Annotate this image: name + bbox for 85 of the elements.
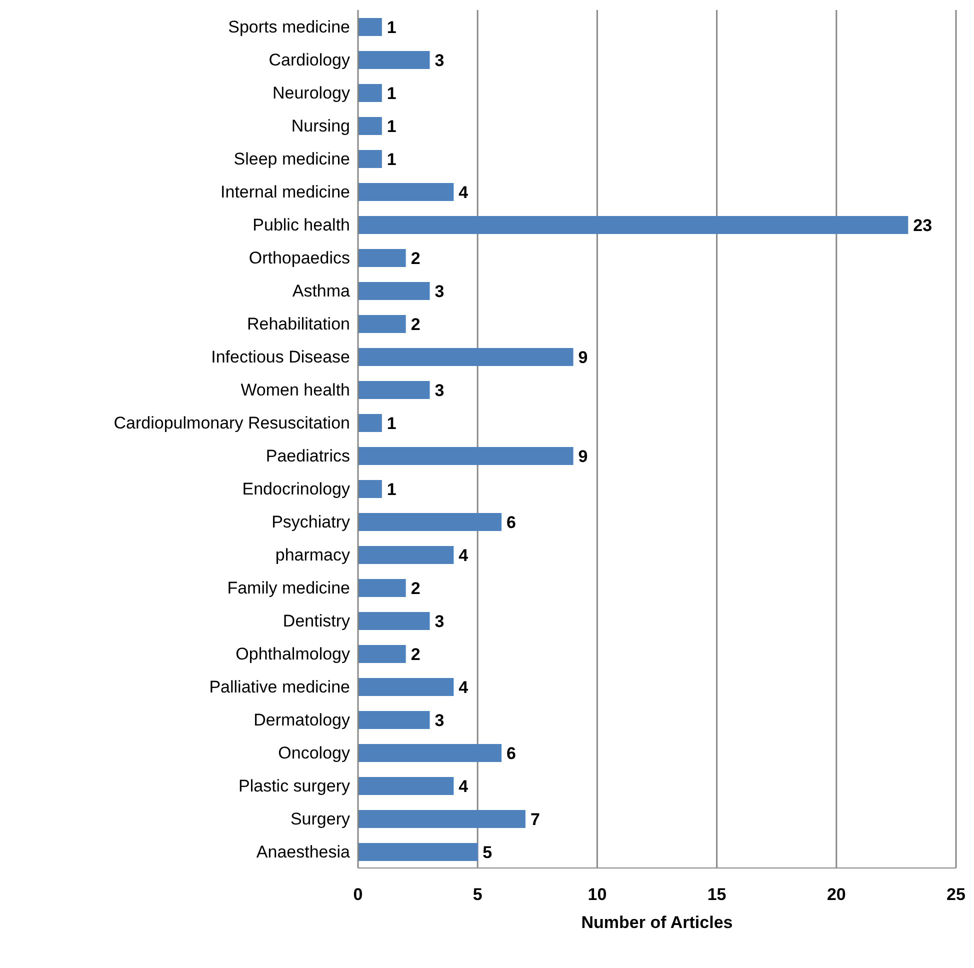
y-tick-label: Nursing [291,116,350,136]
y-tick-label: Plastic surgery [238,776,350,796]
data-label: 1 [386,18,396,38]
bar [358,645,406,663]
y-tick-label: Family medicine [227,578,350,598]
bar [358,513,502,531]
bar [358,348,574,366]
y-tick-label: Neurology [272,84,350,103]
bar [358,84,382,102]
bar [358,579,406,597]
bar [358,117,382,135]
data-label: 3 [434,612,444,632]
data-label: 1 [386,480,396,500]
data-label: 4 [458,678,469,698]
x-tick-label: 10 [588,885,607,904]
bar [358,810,526,828]
data-label: 3 [434,51,444,70]
x-tick-label: 25 [946,885,966,904]
y-tick-label: Ophthalmology [236,644,350,664]
data-label: 2 [410,315,420,334]
x-tick-label: 20 [826,885,846,904]
y-tick-label: Endocrinology [242,480,350,499]
data-label: 2 [410,645,420,664]
y-tick-label: Sleep medicine [234,150,350,169]
y-tick-label: Dermatology [254,710,350,730]
y-tick-label: Cardiopulmonary Resuscitation [114,414,350,433]
data-label: 3 [434,381,444,400]
data-label: 7 [530,810,540,830]
bar [358,150,382,168]
bar [358,678,454,696]
x-tick-label: 5 [472,885,482,904]
y-tick-label: Psychiatry [272,512,350,532]
bar [358,249,406,267]
y-tick-label: Cardiology [268,50,350,70]
y-tick-label: Anaesthesia [256,842,351,862]
data-label: 1 [386,414,396,434]
data-label: 5 [482,843,492,862]
y-tick-label: Public health [252,216,350,235]
bar [358,216,908,234]
bar [358,447,574,465]
bar [358,777,454,795]
data-label: 4 [458,777,469,796]
data-label: 6 [506,513,516,532]
data-label: 4 [458,546,469,566]
y-tick-label: pharmacy [275,546,350,565]
data-label: 23 [913,216,932,236]
bar [358,612,430,630]
y-tick-label: Orthopaedics [248,248,350,268]
bar [358,711,430,729]
x-axis-title: Number of Articles [581,913,733,932]
bar [358,18,382,36]
data-label: 4 [458,183,469,202]
bar [358,414,382,432]
data-label: 1 [386,150,396,170]
bar [358,381,430,399]
data-label: 2 [410,249,420,268]
y-tick-label: Palliative medicine [209,678,350,697]
x-tick-label: 0 [353,885,363,904]
bar [358,546,454,564]
bar [358,183,454,201]
y-tick-label: Dentistry [282,612,350,631]
x-tick-label: 15 [707,885,726,904]
data-label: 6 [506,744,516,764]
y-tick-label: Internal medicine [220,182,350,202]
data-label: 9 [578,348,588,368]
y-tick-label: Infectious Disease [211,348,350,367]
data-label: 2 [410,579,420,598]
bar [358,744,502,762]
y-tick-label: Oncology [278,744,350,763]
y-tick-label: Paediatrics [266,446,350,466]
y-tick-label: Surgery [290,810,350,829]
data-label: 3 [434,282,444,302]
y-tick-label: Rehabilitation [246,314,350,334]
data-label: 1 [386,84,396,104]
data-label: 9 [578,447,588,466]
data-label: 1 [386,117,396,136]
bar [358,315,406,333]
y-tick-label: Sports medicine [228,18,350,37]
y-tick-label: Women health [240,380,350,400]
data-label: 3 [434,711,444,730]
bar [358,282,430,300]
bar [358,51,430,69]
y-tick-label: Asthma [292,282,351,301]
bar [358,843,478,861]
bar [358,480,382,498]
